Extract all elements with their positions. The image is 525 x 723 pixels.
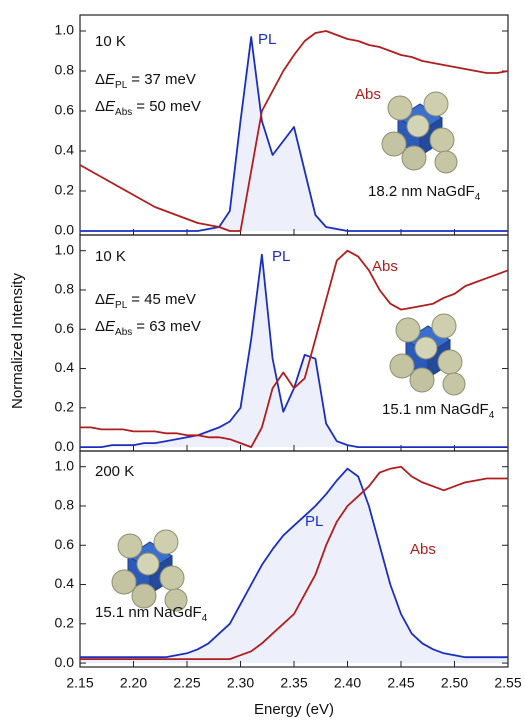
x-tick-label: 2.55 <box>494 675 521 691</box>
temperature-label: 10 K <box>95 33 126 50</box>
y-tick-label: 0.6 <box>55 102 75 118</box>
y-tick-label: 0.2 <box>55 399 75 415</box>
line <box>79 30 509 232</box>
y-tick-label: 0.4 <box>55 359 75 375</box>
y-tick-label: 0.8 <box>55 281 75 297</box>
y-tick-label: 0.8 <box>55 497 75 513</box>
annotation-text: 18.2 nm NaGdF <box>368 183 475 200</box>
annotation-symbol: E <box>105 98 116 115</box>
y-tick-label: 0.0 <box>55 222 75 238</box>
annotation-symbol: E <box>105 318 116 335</box>
y-tick-label: 1.0 <box>55 457 75 473</box>
pl-area <box>80 37 508 231</box>
y-tick-label: 1.0 <box>55 22 75 38</box>
annotation-subscript: 4 <box>475 192 481 203</box>
annotation: 15.1 nm NaGdF4 <box>95 604 208 624</box>
x-tick-label: 2.25 <box>173 675 200 691</box>
y-tick-label: 1.0 <box>55 241 75 257</box>
y-tick-label: 0.6 <box>55 320 75 336</box>
y-tick-label: 0.4 <box>55 142 75 158</box>
annotation-subscript: 4 <box>489 410 495 421</box>
x-tick-label: 2.15 <box>66 675 93 691</box>
series-label: Abs <box>410 541 436 558</box>
annotation-subscript: PL <box>115 300 128 311</box>
nanocrystal-icon <box>389 313 466 396</box>
annotation-text: = 50 meV <box>136 98 201 115</box>
line <box>80 36 508 232</box>
annotation-text: 15.1 nm NaGdF <box>382 401 489 418</box>
line <box>80 249 509 448</box>
line <box>80 465 508 660</box>
y-tick-label: 0.2 <box>55 615 75 631</box>
y-tick-label: 0.6 <box>55 536 75 552</box>
series-label: PL <box>305 513 323 530</box>
x-tick-label: 2.45 <box>387 675 414 691</box>
series-label: Abs <box>372 258 398 275</box>
annotation-prefix: Δ <box>95 71 105 88</box>
annotation: 18.2 nm NaGdF4 <box>368 183 481 203</box>
x-tick-label: 2.40 <box>334 675 361 691</box>
annotation-text: = 63 meV <box>136 318 201 335</box>
y-tick-label: 0.0 <box>55 438 75 454</box>
annotation: 15.1 nm NaGdF4 <box>382 401 495 421</box>
annotation-subscript: Abs <box>115 327 132 338</box>
annotation: ΔEPL = 45 meV <box>95 291 196 311</box>
pl-area <box>80 254 508 448</box>
annotation-symbol: E <box>105 71 116 88</box>
series-label: PL <box>272 248 290 265</box>
x-tick-label: 2.30 <box>227 675 254 691</box>
annotation-text: = 37 meV <box>131 71 196 88</box>
annotation-symbol: E <box>105 291 116 308</box>
annotation: ΔEAbs = 63 meV <box>95 318 201 338</box>
nanocrystal-icon <box>381 91 458 174</box>
annotation-subscript: Abs <box>115 107 132 118</box>
annotation-prefix: Δ <box>95 98 105 115</box>
x-tick-label: 2.35 <box>280 675 307 691</box>
x-tick-label: 2.50 <box>441 675 468 691</box>
series-label: PL <box>258 31 276 48</box>
x-axis-label: Energy (eV) <box>254 701 334 718</box>
annotation: ΔEPL = 37 meV <box>95 71 196 91</box>
y-tick-label: 0.4 <box>55 575 75 591</box>
annotation-prefix: Δ <box>95 318 105 335</box>
y-tick-label: 0.0 <box>55 654 75 670</box>
y-tick-label: 0.2 <box>55 182 75 198</box>
annotation-subscript: PL <box>115 80 128 91</box>
annotation-prefix: Δ <box>95 291 105 308</box>
annotation-text: 15.1 nm NaGdF <box>95 604 202 621</box>
line <box>80 467 508 659</box>
series-label: Abs <box>355 86 381 103</box>
annotation-text: = 45 meV <box>131 291 196 308</box>
annotation: ΔEAbs = 50 meV <box>95 98 201 118</box>
y-tick-label: 0.8 <box>55 62 75 78</box>
nanocrystal-icon <box>111 529 188 612</box>
annotation-subscript: 4 <box>202 613 208 624</box>
x-tick-label: 2.20 <box>120 675 147 691</box>
temperature-label: 10 K <box>95 248 126 265</box>
temperature-label: 200 K <box>95 463 134 480</box>
y-axis-label: Normalized Intensity <box>9 273 26 409</box>
